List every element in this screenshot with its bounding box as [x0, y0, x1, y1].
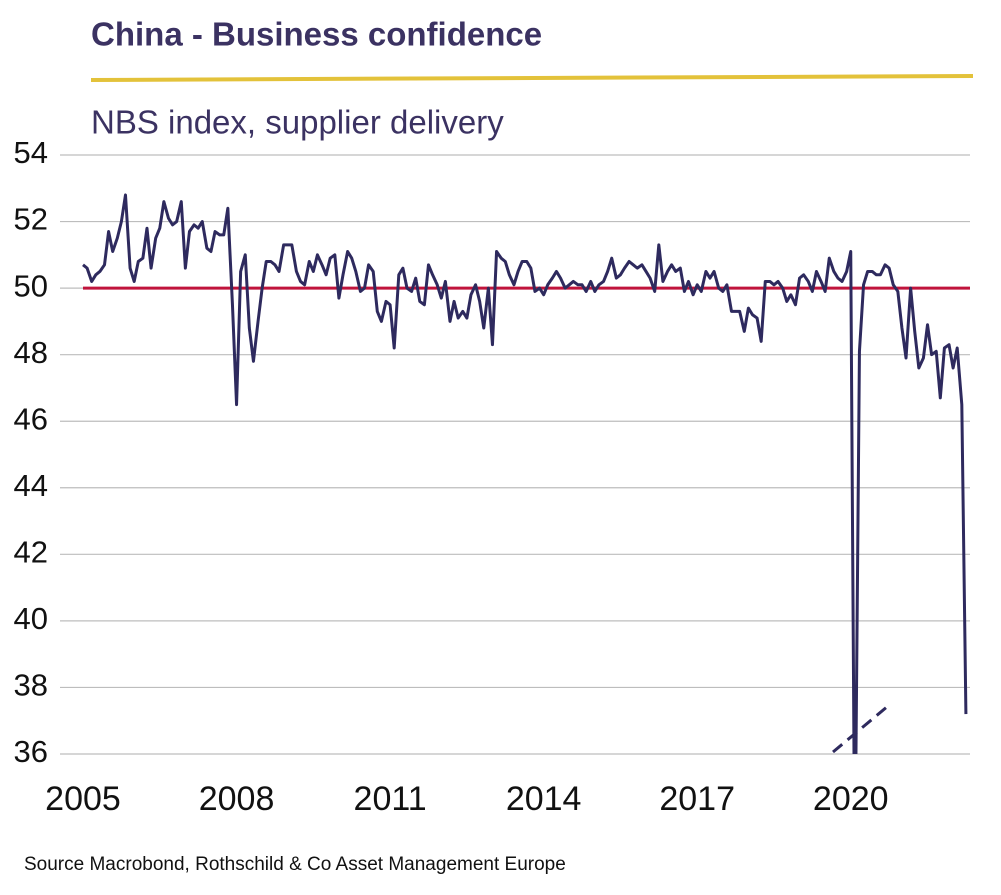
x-tick-label: 2011 [354, 780, 427, 818]
plot [82, 193, 970, 754]
x-tick-label: 2008 [199, 780, 275, 818]
y-tick-label: 42 [14, 535, 48, 570]
y-tick-label: 46 [14, 401, 48, 436]
y-tick-label: 54 [14, 135, 48, 170]
y-tick-label: 36 [14, 734, 48, 769]
title-rule [90, 74, 974, 82]
x-tick-label: 2017 [659, 780, 735, 818]
y-tick-label: 44 [14, 468, 48, 503]
grid: 36 38 40 42 44 46 48 50 52 54 2005 2008 2011 2014 2017… [14, 135, 970, 818]
y-tick-label: 50 [14, 268, 48, 303]
axis-break [832, 704, 889, 754]
source-note: Source Macrobond, Rothschild & Co Asset … [24, 854, 566, 875]
y-tick-label: 40 [14, 601, 48, 636]
y-tick-label: 48 [14, 335, 48, 370]
x-tick-label: 2014 [506, 780, 582, 818]
chart-subtitle: NBS index, supplier delivery [91, 104, 504, 141]
data-line [82, 193, 968, 754]
x-tick-label: 2020 [813, 780, 889, 818]
chart-title: China - Business confidence [91, 16, 542, 53]
y-tick-label: 38 [14, 668, 48, 703]
y-tick-label: 52 [14, 202, 48, 237]
x-tick-label: 2005 [45, 780, 121, 818]
